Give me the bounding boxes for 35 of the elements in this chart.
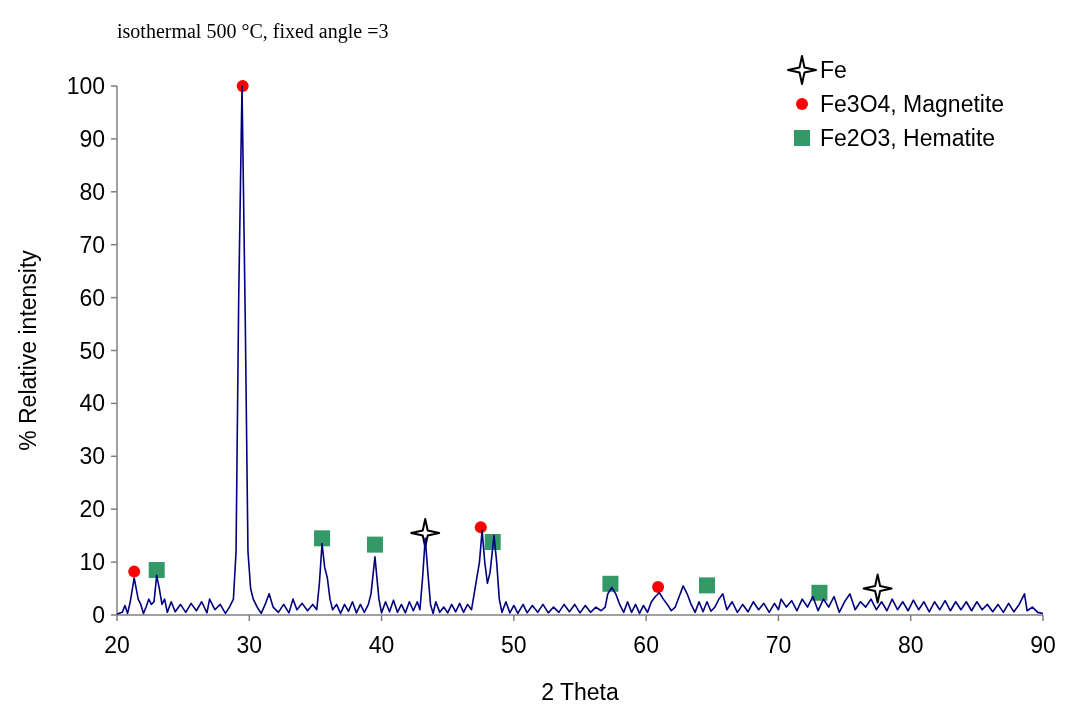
point [148,562,165,579]
point [314,530,331,547]
legend-label: Fe3O4, Magnetite [820,91,1005,118]
y-tick-label: 40 [79,390,105,417]
y-tick-label: 0 [92,602,105,629]
point [128,565,141,578]
y-tick-label: 30 [79,443,105,470]
y-tick-label: 10 [79,549,105,576]
x-tick-label: 60 [633,632,659,658]
legend-label: Fe2O3, Hematite [820,125,996,152]
point [652,580,665,593]
x-tick-label: 30 [236,632,263,658]
point [811,584,828,601]
y-tick-label: 90 [79,125,105,152]
x-tick-label: 70 [765,632,792,658]
chart-title: isothermal 500 °C, fixed angle =3 [117,20,389,43]
point [366,536,383,553]
x-tick-label: 20 [104,632,130,658]
x-tick-label: 90 [1030,632,1056,658]
x-tick-label: 40 [368,632,395,658]
x-axis-title: 2 Theta [541,679,619,705]
point [602,575,619,592]
y-tick-label: 60 [79,284,105,311]
x-tick-label: 50 [501,632,527,658]
point [862,573,893,604]
y-tick-label: 50 [79,337,105,364]
legend-label: Fe [820,57,847,84]
y-tick-label: 20 [79,496,105,523]
y-tick-label: 70 [79,231,105,258]
y-tick-label: 100 [66,73,105,100]
y-axis-title: % Relative intensity [15,249,41,451]
x-tick-label: 80 [897,632,924,658]
y-tick-label: 80 [79,178,105,205]
point [474,521,487,534]
point [698,577,715,594]
